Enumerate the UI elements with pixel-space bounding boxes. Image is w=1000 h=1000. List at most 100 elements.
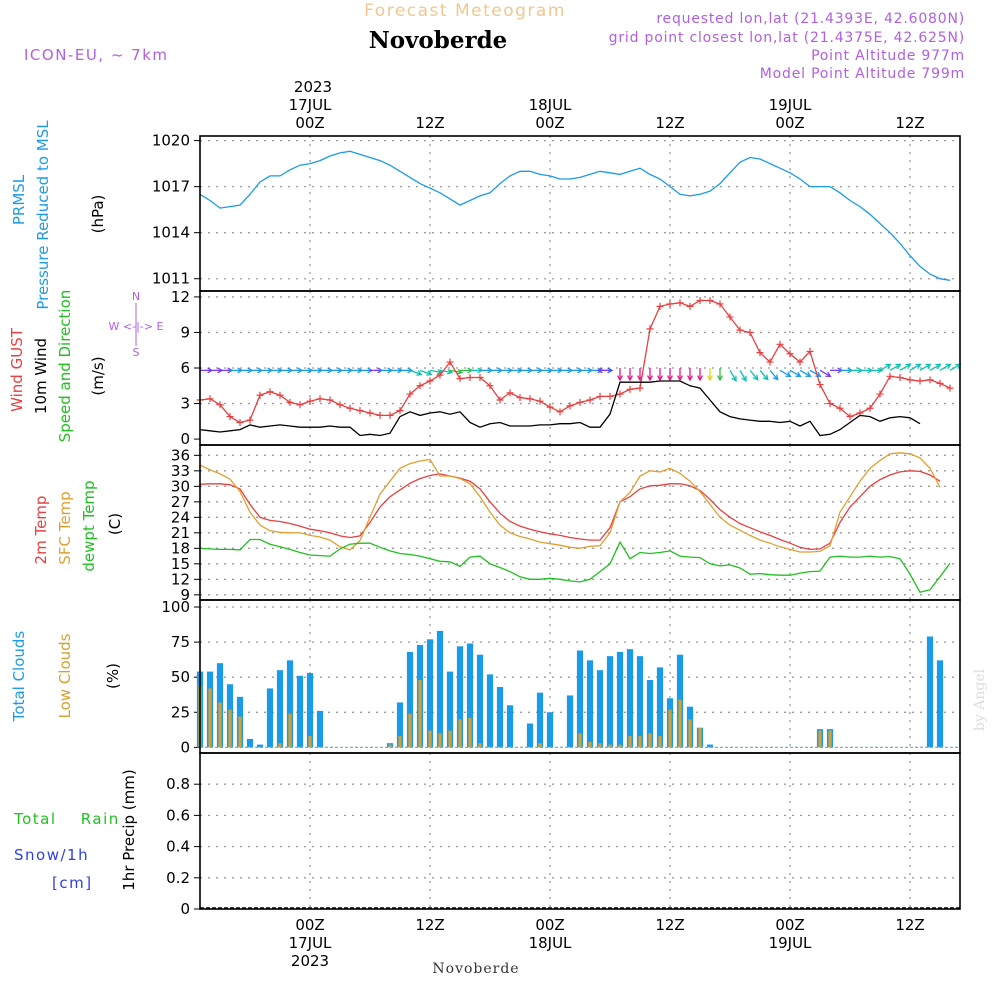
total-cloud-bar bbox=[276, 670, 284, 748]
panel-ylabel: Low Clouds bbox=[56, 633, 74, 718]
total-cloud-bar bbox=[566, 695, 574, 748]
ytick-label: 21 bbox=[171, 524, 190, 542]
bottom-hour-label: 00Z bbox=[775, 916, 804, 934]
gust-marker bbox=[846, 413, 854, 421]
gust-marker bbox=[266, 388, 274, 396]
total-cloud-bar bbox=[256, 744, 264, 748]
gust-marker bbox=[346, 404, 354, 412]
gust-marker bbox=[416, 382, 424, 390]
low-cloud-bar bbox=[278, 743, 282, 748]
ytick-label: 12 bbox=[171, 570, 190, 588]
wind-arrow bbox=[809, 369, 822, 378]
gust-marker bbox=[476, 373, 484, 381]
bottom-hour-label: 00Z bbox=[295, 916, 324, 934]
gust-marker bbox=[876, 390, 884, 398]
top-year-label: 2023 bbox=[294, 78, 332, 96]
wind-arrow bbox=[739, 370, 747, 382]
top-date-label: 17JUL bbox=[289, 96, 332, 114]
gust-marker bbox=[236, 418, 244, 426]
model-label: ICON-EU, ~ 7km bbox=[24, 46, 169, 64]
precip-label-rain: Total Rain bbox=[13, 810, 120, 828]
gust-marker bbox=[916, 377, 924, 385]
total-cloud-bar bbox=[286, 660, 294, 748]
gust-marker bbox=[296, 401, 304, 409]
gust-marker bbox=[246, 416, 254, 424]
bottom-hour-label: 12Z bbox=[415, 916, 444, 934]
wind-arrow bbox=[647, 368, 653, 382]
total-cloud-bar bbox=[606, 656, 614, 748]
gust-marker bbox=[926, 376, 934, 384]
wind-arrow bbox=[439, 368, 454, 375]
total-cloud-bar bbox=[466, 643, 474, 748]
low-cloud-bar bbox=[648, 733, 652, 748]
panel-ylabel: dewpt Temp bbox=[80, 480, 98, 571]
low-cloud-bar bbox=[448, 730, 452, 748]
ytick-label: 36 bbox=[171, 446, 190, 464]
low-cloud-bar bbox=[658, 736, 662, 748]
gust-marker bbox=[336, 401, 344, 409]
gust-marker bbox=[886, 372, 894, 380]
ytick-label: 75 bbox=[171, 633, 190, 651]
total-cloud-bar bbox=[266, 688, 274, 748]
low-cloud-bar bbox=[418, 680, 422, 748]
low-cloud-bar bbox=[628, 736, 632, 748]
wind-arrow bbox=[799, 369, 812, 378]
ytick-label: 50 bbox=[171, 668, 190, 686]
total-cloud-bar bbox=[246, 738, 254, 748]
total-cloud-bar bbox=[596, 670, 604, 748]
panel-frame bbox=[199, 135, 961, 292]
gust-marker bbox=[766, 358, 774, 366]
wind-arrow bbox=[779, 369, 792, 378]
low-cloud-bar bbox=[588, 741, 592, 748]
wind-arrow bbox=[949, 363, 962, 371]
point-altitude: Point Altitude 977m bbox=[811, 48, 965, 64]
low-cloud-bar bbox=[578, 733, 582, 748]
gust-marker bbox=[366, 409, 374, 417]
wind-arrow bbox=[667, 368, 673, 382]
total-cloud-bar bbox=[626, 649, 634, 748]
panel-ylabel: SFC Temp bbox=[56, 491, 74, 564]
model-altitude: Model Point Altitude 799m bbox=[760, 66, 965, 82]
gust-marker bbox=[216, 401, 224, 409]
gust-marker bbox=[936, 379, 944, 387]
gust-marker bbox=[796, 358, 804, 366]
panel-frame bbox=[199, 444, 961, 601]
station-title: Novoberde bbox=[369, 27, 508, 54]
total-cloud-bar bbox=[646, 680, 654, 748]
wind-arrow bbox=[879, 363, 892, 371]
gust-marker bbox=[496, 396, 504, 404]
total-cloud-bar bbox=[656, 667, 664, 748]
panel-ylabel: 2m Temp bbox=[32, 496, 50, 565]
gust-marker bbox=[776, 340, 784, 348]
total-cloud-bar bbox=[456, 646, 464, 748]
gust-marker bbox=[446, 358, 454, 366]
top-hour-label: 12Z bbox=[655, 114, 684, 132]
low-cloud-bar bbox=[638, 736, 642, 748]
low-cloud-bar bbox=[388, 744, 392, 748]
bottom-date-label: 18JUL bbox=[529, 934, 572, 952]
wind-arrow bbox=[749, 369, 759, 381]
low-cloud-bar bbox=[288, 713, 292, 748]
ytick-label: 24 bbox=[171, 508, 190, 526]
total-cloud-bar bbox=[526, 723, 534, 748]
ytick-label: 33 bbox=[171, 462, 190, 480]
ytick-label: 1011 bbox=[152, 270, 190, 288]
total-cloud-bar bbox=[396, 702, 404, 748]
series-line-sfc-temp bbox=[199, 452, 941, 553]
gust-marker bbox=[646, 325, 654, 333]
ytick-label: 0.2 bbox=[166, 869, 190, 887]
total-cloud-bar bbox=[316, 710, 324, 748]
wind-arrow bbox=[789, 369, 802, 378]
ytick-label: 0 bbox=[180, 900, 190, 918]
wind-arrow bbox=[596, 367, 610, 374]
gust-marker bbox=[706, 296, 714, 304]
wind-arrow bbox=[677, 368, 683, 382]
footer-station: Novoberde bbox=[432, 961, 519, 977]
ytick-label: 12 bbox=[171, 288, 190, 306]
panel-ylabel: Speed and Direction bbox=[56, 290, 74, 443]
low-cloud-bar bbox=[618, 744, 622, 748]
low-cloud-bar bbox=[598, 743, 602, 748]
ytick-label: 0.4 bbox=[166, 838, 190, 856]
